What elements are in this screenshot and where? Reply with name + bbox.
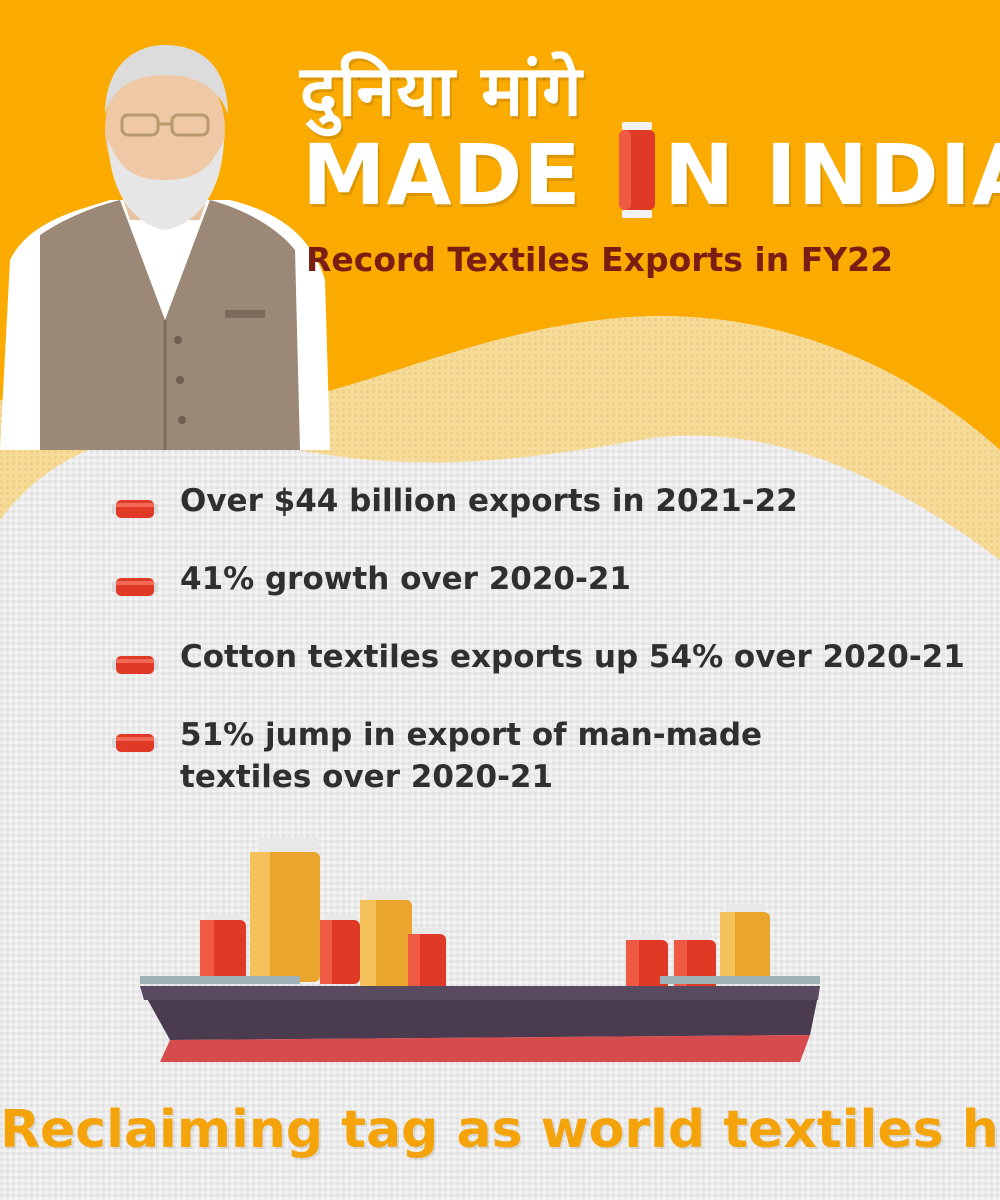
thread-spool-gold [360, 890, 412, 992]
bullet-list: Over $44 billion exports in 2021-22 41% … [112, 480, 972, 798]
thread-spool-icon [112, 734, 158, 752]
footer-tagline: Reclaiming tag as world textiles hub [0, 1100, 1000, 1160]
title-part-india: N INDIA' [663, 126, 1000, 224]
thread-spool-red [626, 934, 668, 992]
title-part-made: MADE [302, 126, 612, 224]
bullet-spacer [112, 522, 972, 558]
thread-spool-red [320, 914, 360, 984]
thread-spool-icon [112, 500, 158, 518]
subtitle: Record Textiles Exports in FY22 [306, 240, 894, 279]
cargo-ship-illustration [140, 838, 820, 1062]
bullet-item: Cotton textiles exports up 54% over 2020… [112, 636, 972, 678]
leader-portrait [0, 45, 330, 450]
main-title: MADE N INDIA' [302, 122, 1000, 225]
thread-spool-icon [112, 656, 158, 674]
bullet-spacer [112, 600, 972, 636]
thread-spool-icon [618, 122, 655, 218]
bullet-text: 51% jump in export of man-made textiles … [180, 717, 763, 795]
bullet-text: Over $44 billion exports in 2021-22 [180, 483, 798, 519]
bullet-text: 41% growth over 2020-21 [180, 561, 631, 597]
thread-spool-gold [720, 904, 770, 982]
thread-spool-red [200, 914, 246, 982]
thread-spool-gold [250, 838, 320, 982]
thread-spool-red [408, 928, 446, 992]
bullet-item: 51% jump in export of man-made textiles … [112, 714, 880, 798]
hindi-title: दुनिया मांगे [300, 50, 583, 132]
bullet-text: Cotton textiles exports up 54% over 2020… [180, 639, 965, 675]
bullet-spacer [112, 678, 972, 714]
bullet-item: 41% growth over 2020-21 [112, 558, 972, 600]
bullet-item: Over $44 billion exports in 2021-22 [112, 480, 972, 522]
thread-spool-icon [112, 578, 158, 596]
